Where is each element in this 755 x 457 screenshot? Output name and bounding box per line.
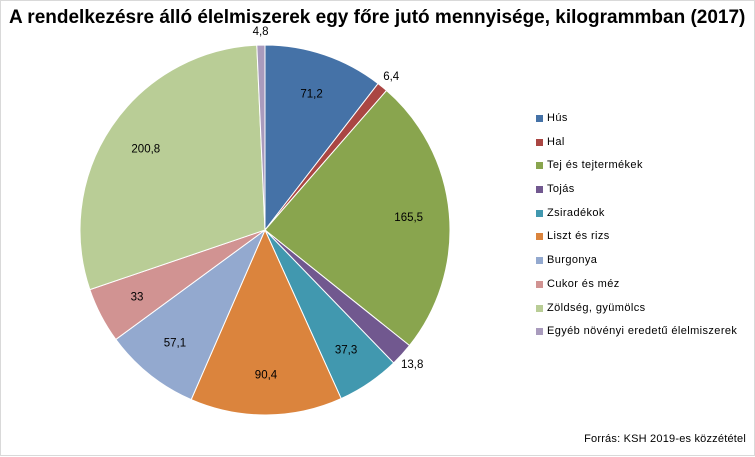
source-note: Forrás: KSH 2019-es közzététel bbox=[584, 433, 746, 445]
legend-label: Egyéb növényi eredetű élelmiszerek bbox=[547, 325, 738, 338]
data-label-cukor-es-mez: 33 bbox=[131, 292, 144, 304]
data-label-zoldseg-gyumolcs: 200,8 bbox=[131, 144, 160, 156]
data-label-zsiradekok: 37,3 bbox=[335, 344, 357, 356]
pie-slice-burgonya bbox=[115, 228, 267, 401]
legend-swatch bbox=[536, 328, 543, 336]
data-label-egyeb-novenyi-eredetu-elelmiszerek: 4,8 bbox=[253, 26, 269, 38]
legend-label: Cukor és méz bbox=[547, 277, 620, 290]
legend-swatch bbox=[536, 257, 543, 265]
chart-title: A rendelkezésre álló élelmiszerek egy fő… bbox=[9, 7, 746, 28]
legend-label: Hal bbox=[547, 135, 565, 148]
pie-slice-liszt-es-rizs bbox=[190, 228, 342, 416]
pie-slice-tej-es-tejtermekek bbox=[264, 89, 451, 347]
legend-swatch bbox=[536, 115, 543, 122]
legend-label: Zöldség, gyümölcs bbox=[547, 301, 646, 314]
legend-swatch bbox=[536, 138, 543, 146]
data-label-tojas: 13,8 bbox=[401, 359, 423, 371]
legend-label: Zsiradékok bbox=[547, 206, 605, 219]
data-label-hus: 71,2 bbox=[300, 88, 322, 100]
legend-label: Tej és tejtermékek bbox=[547, 159, 643, 172]
legend-swatch bbox=[536, 304, 543, 312]
data-label-liszt-es-rizs: 90,4 bbox=[255, 369, 278, 381]
pie-slice-egyeb-novenyi-eredetu-elelmiszerek bbox=[256, 44, 266, 231]
legend-swatch bbox=[536, 209, 543, 217]
data-label-tej-es-tejtermekek: 165,5 bbox=[394, 212, 423, 224]
legend-swatch bbox=[536, 186, 543, 194]
pie-data-labels: 71,2 6,4 165,5 13,8 37,3 90,4 57,1 33 200,8 4,8 bbox=[131, 26, 424, 381]
legend-swatch bbox=[536, 280, 543, 288]
pie-slice-hus bbox=[264, 44, 379, 232]
pie-slice-zoldseg-gyumolcs bbox=[79, 44, 266, 291]
legend-swatch bbox=[536, 162, 543, 170]
legend-label: Liszt és rizs bbox=[547, 230, 610, 243]
pie-slices bbox=[79, 44, 451, 416]
legend-label: Tojás bbox=[547, 183, 575, 196]
legend-label: Hús bbox=[547, 112, 568, 124]
legend-swatch bbox=[536, 233, 543, 241]
data-label-burgonya: 57,1 bbox=[164, 338, 186, 350]
data-label-hal: 6,4 bbox=[383, 71, 400, 83]
legend-label: Burgonya bbox=[547, 254, 598, 267]
